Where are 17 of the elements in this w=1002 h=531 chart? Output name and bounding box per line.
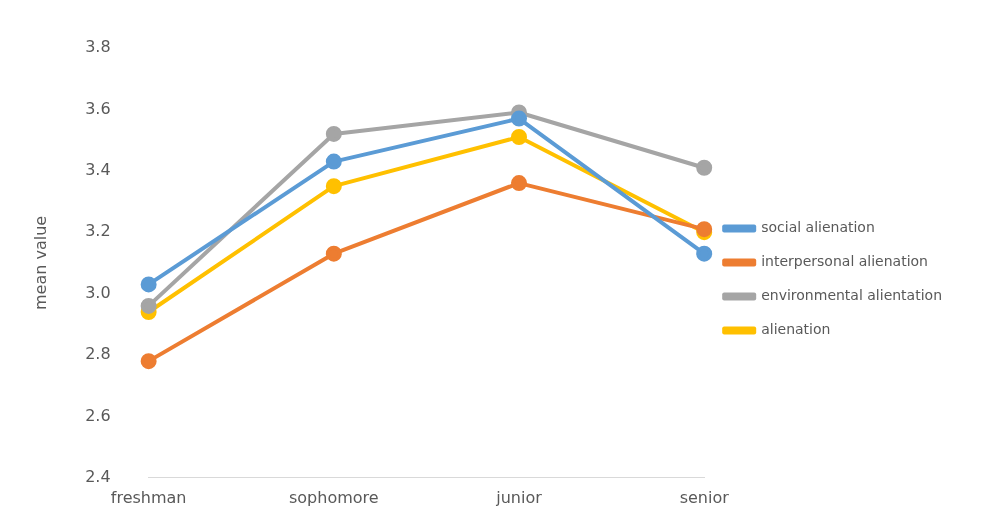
- x-tick-label: sophomore: [289, 487, 379, 507]
- y-tick-label: 3.0: [85, 282, 111, 302]
- x-tick-label: freshman: [110, 487, 187, 507]
- y-tick-label: 3.8: [85, 37, 111, 57]
- x-tick-label: junior: [495, 487, 543, 507]
- y-tick-label: 3.2: [85, 221, 111, 241]
- y-tick-label: 3.6: [85, 98, 111, 118]
- y-tick-label: 2.8: [85, 344, 111, 364]
- legend-label: alienation: [761, 321, 831, 338]
- y-tick-label: 2.6: [85, 405, 111, 425]
- y-axis-title: mean value: [30, 215, 50, 310]
- x-tick-label: senior: [679, 487, 730, 507]
- y-tick-label: 3.4: [85, 159, 111, 179]
- legend-label: interpersonal alienation: [761, 253, 928, 270]
- legend-label: social alienation: [761, 219, 875, 236]
- y-tick-label: 2.4: [85, 466, 111, 486]
- legend-label: environmental alientation: [761, 287, 942, 304]
